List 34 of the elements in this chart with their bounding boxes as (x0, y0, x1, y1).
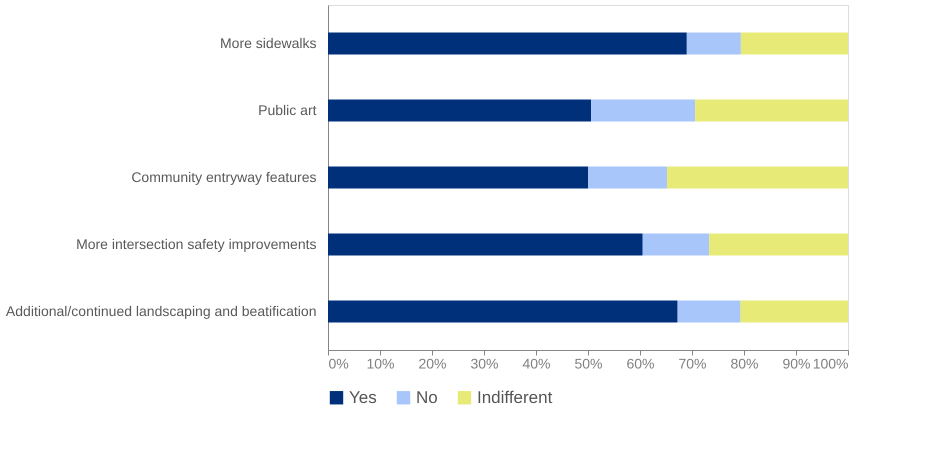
legend-label: Yes (349, 388, 377, 407)
bar (328, 234, 643, 256)
x-tick-label: 100% (812, 356, 848, 372)
y-tick-label: Additional/continued landscaping and beatification (6, 303, 316, 319)
x-tick-label: 0% (328, 356, 349, 372)
bar (709, 234, 848, 256)
x-tick-label: 40% (522, 356, 551, 372)
bar (642, 234, 710, 256)
bar (695, 100, 848, 122)
bar (740, 300, 848, 322)
bar (667, 166, 848, 188)
x-tick-label: 30% (470, 356, 499, 372)
legend-label: Indifferent (477, 388, 553, 407)
bar (328, 100, 592, 122)
y-tick-label: Community entryway features (131, 169, 316, 185)
bar (591, 100, 696, 122)
bar (677, 300, 740, 322)
bar (328, 32, 687, 54)
x-tick-label: 70% (678, 356, 707, 372)
bar (588, 166, 668, 188)
y-tick-label: Public art (258, 102, 317, 118)
x-tick-label: 60% (626, 356, 655, 372)
x-tick-label: 50% (574, 356, 603, 372)
x-tick-label: 20% (418, 356, 447, 372)
x-tick-label: 80% (730, 356, 759, 372)
legend-label: No (416, 388, 438, 407)
x-tick-label: 10% (366, 356, 395, 372)
bar (686, 32, 741, 54)
bar (328, 166, 588, 188)
x-tick-label: 90% (782, 356, 811, 372)
y-tick-label: More intersection safety improvements (76, 236, 316, 252)
y-tick-label: More sidewalks (220, 35, 316, 51)
bar (328, 300, 678, 322)
bar (740, 32, 848, 54)
